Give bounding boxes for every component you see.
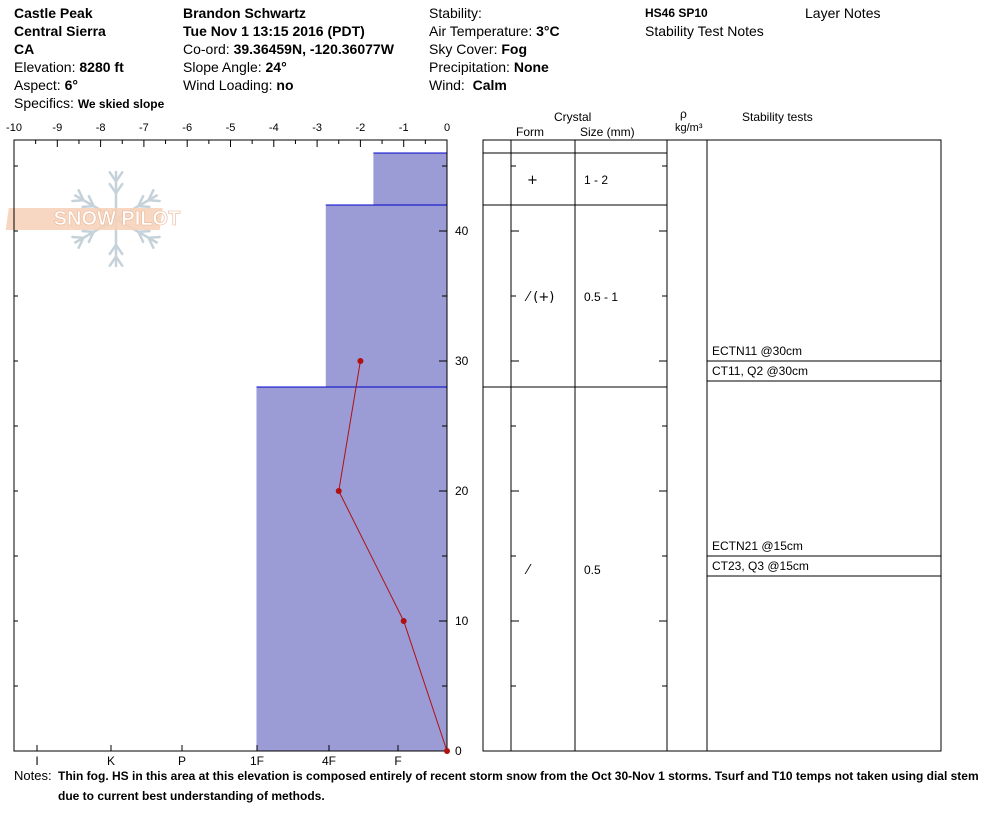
- height-tick-label: 30: [455, 354, 469, 368]
- crystal-header: Crystal: [554, 110, 592, 124]
- hardness-layer: [256, 387, 447, 751]
- snowflake-branch: [87, 194, 95, 208]
- temp-tick-label: -5: [226, 122, 236, 134]
- elevation: Elevation: 8280 ft: [14, 59, 124, 75]
- aspect: Aspect: 6°: [14, 77, 78, 93]
- snowpilot-logo-text: SNOW PILOT: [54, 208, 181, 230]
- snowflake-branch: [81, 229, 95, 234]
- temperature-point: [335, 488, 342, 494]
- temperature-line: [338, 360, 448, 752]
- layer-notes: Layer Notes: [805, 5, 881, 21]
- snowflake-branch: [77, 236, 85, 249]
- hardness-tick-label: 4F: [322, 754, 336, 768]
- hardness-tick-label: F: [394, 754, 401, 768]
- stability-test-label: CT11, Q2 @30cm: [712, 364, 808, 378]
- crystal-form: ⁄ (+): [524, 290, 554, 305]
- temp-tick-label: -8: [96, 122, 106, 134]
- temperature-point: [444, 748, 450, 754]
- notes-text: Thin fog. HS in this area at this elevat…: [58, 769, 979, 803]
- stability-test-label: CT23, Q3 @15cm: [712, 559, 809, 573]
- snowflake-branch: [77, 189, 85, 202]
- hs-code: HS46 SP10: [645, 6, 708, 20]
- stability-tests-header: Stability tests: [742, 110, 813, 124]
- stability-test-label: ECTN21 @15cm: [712, 539, 803, 553]
- temp-tick-label: -2: [356, 122, 366, 134]
- temp-tick-label: -3: [312, 122, 322, 134]
- table-frame: [482, 139, 942, 752]
- size-header: Size (mm): [580, 125, 635, 139]
- precipitation: Precipitation: None: [429, 59, 549, 75]
- crystal-size: 0.5 - 1: [584, 290, 618, 304]
- specifics: Specifics: We skied slope: [14, 95, 165, 111]
- snowflake-branch: [114, 255, 124, 267]
- hardness-tick-label: I: [35, 754, 38, 768]
- range-name: Central Sierra: [14, 23, 106, 39]
- density-unit-header: kg/m³: [675, 122, 703, 134]
- crystal-form: ⁄: [524, 563, 532, 578]
- temperature-point: [400, 618, 407, 624]
- snowflake-branch: [108, 255, 118, 267]
- snowflake-branch: [137, 230, 145, 244]
- form-header: Form: [516, 125, 544, 139]
- stability-test-label: ECTN11 @30cm: [712, 344, 802, 358]
- temp-tick-label: -6: [182, 122, 192, 134]
- snowflake-branch: [147, 236, 155, 249]
- crystal-size: 1 - 2: [584, 173, 608, 187]
- hardness-layer: [373, 153, 447, 205]
- snowflake-branch: [71, 198, 85, 203]
- height-tick-label: 40: [455, 224, 469, 238]
- snowflake-branch: [137, 229, 151, 234]
- snowpilot-logo: SNOW PILOT: [5, 170, 181, 268]
- hardness-layer: [325, 205, 447, 387]
- height-tick-label: 0: [455, 744, 462, 758]
- snowflake-branch: [71, 235, 85, 240]
- hardness-tick-label: K: [107, 754, 115, 768]
- height-tick-label: 10: [455, 614, 469, 628]
- hardness-tick-label: P: [178, 754, 186, 768]
- stability: Stability:: [429, 5, 482, 21]
- snowflake-branch: [108, 171, 118, 183]
- temp-tick-label: -10: [6, 122, 22, 134]
- stability-test-notes: Stability Test Notes: [645, 23, 764, 39]
- temp-tick-label: 0: [444, 122, 450, 134]
- sky-cover: Sky Cover: Fog: [429, 41, 528, 57]
- hardness-tick-label: 1F: [250, 754, 264, 768]
- temp-tick-label: -1: [399, 122, 409, 134]
- wind-loading: Wind Loading: no: [183, 77, 294, 93]
- snowflake-branch: [108, 243, 118, 256]
- air-temperature: Air Temperature: 3°C: [429, 23, 560, 39]
- snowflake-branch: [87, 230, 95, 244]
- temp-tick-label: -4: [269, 122, 279, 134]
- height-tick-label: 20: [455, 484, 469, 498]
- snowflake-branch: [147, 198, 161, 203]
- snowflake-branch: [147, 189, 155, 202]
- snowflake-branch: [147, 235, 161, 240]
- coordinates: Co-ord: 39.36459N, -120.36077W: [183, 41, 394, 57]
- state-name: CA: [14, 41, 35, 57]
- temp-tick-label: -7: [139, 122, 149, 134]
- snowflake-branch: [137, 194, 145, 208]
- temperature-point: [357, 358, 364, 364]
- notes-label: Notes:: [14, 768, 52, 783]
- snowflake-branch: [81, 204, 95, 209]
- datetime: Tue Nov 1 13:15 2016 (PDT): [183, 23, 365, 39]
- observer: Brandon Schwartz: [183, 5, 306, 21]
- snowflake-branch: [137, 204, 151, 209]
- snowflake-branch: [108, 182, 118, 195]
- site-name: Castle Peak: [14, 5, 93, 21]
- rho-header: ρ: [680, 107, 687, 121]
- wind: Wind: Calm: [429, 77, 507, 93]
- snowflake-branch: [114, 182, 124, 195]
- snowflake-branch: [114, 171, 124, 183]
- crystal-size: 0.5: [584, 563, 601, 577]
- temp-tick-label: -9: [52, 122, 62, 134]
- slope-angle: Slope Angle: 24°: [183, 59, 287, 75]
- snowflake-branch: [114, 243, 124, 256]
- crystal-form: +: [527, 173, 538, 188]
